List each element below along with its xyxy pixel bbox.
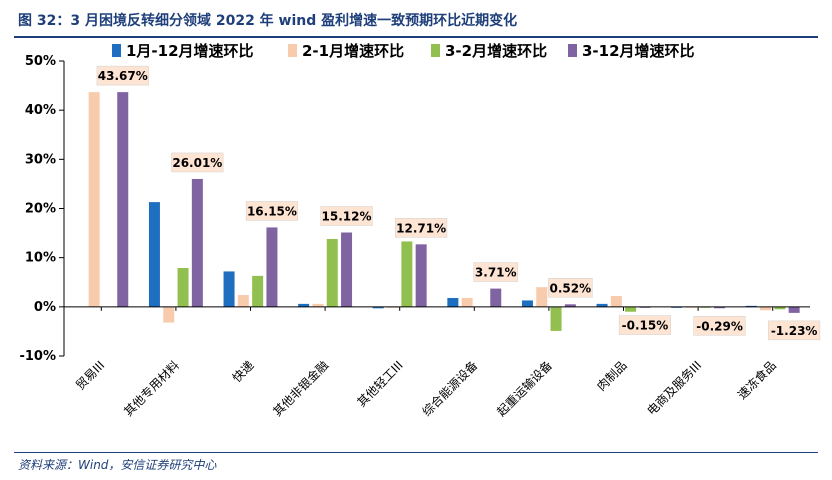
- y-tick-label: 50%: [25, 54, 56, 69]
- data-label-box: [395, 218, 448, 238]
- bar: [223, 271, 235, 307]
- bar: [774, 306, 786, 310]
- data-label: 15.12%: [322, 209, 372, 223]
- legend-label: 3-2月增速环比: [445, 42, 547, 60]
- data-labels: 43.67% 26.01% 16.15% 15.12% 12.71% 3.71% 0.52%…: [96, 65, 821, 341]
- category-label: 快递: [230, 358, 257, 385]
- bar: [326, 238, 338, 307]
- y-tick-label: 10%: [25, 251, 56, 266]
- bar: [564, 304, 576, 307]
- legend-swatch: [288, 44, 297, 57]
- bar: [163, 306, 175, 323]
- bar: [177, 267, 189, 307]
- data-label: -1.23%: [771, 324, 818, 338]
- category-label: 电商及服务III: [644, 358, 705, 419]
- bar: [191, 178, 203, 307]
- bar: [298, 303, 310, 307]
- y-tick-label: 20%: [25, 202, 56, 217]
- bar: [714, 306, 726, 309]
- figure-title: 图 32：3 月困境反转细分领域 2022 年 wind 盈利增速一致预期环比近…: [18, 13, 518, 29]
- category-label: 综合能源设备: [419, 358, 481, 420]
- category-label: 速冻食品: [734, 358, 779, 403]
- bar: [788, 306, 800, 313]
- bar: [521, 300, 533, 307]
- legend-label: 1月-12月增速环比: [126, 42, 254, 60]
- bottom-rule: [14, 452, 818, 453]
- bar: [237, 295, 249, 307]
- bar: [610, 296, 622, 307]
- data-label-box: [473, 262, 518, 282]
- bar: [461, 297, 473, 307]
- y-tick-label: 0%: [34, 300, 56, 315]
- legend-label: 3-12月增速环比: [582, 42, 695, 60]
- bar: [447, 297, 459, 307]
- category-label: 起重运输设备: [493, 358, 555, 420]
- bar: [341, 232, 353, 307]
- bar: [625, 306, 637, 312]
- chart-legend: 1月-12月增速环比 2-1月增速环比 3-2月增速环比 3-12月增速环比: [112, 42, 695, 60]
- data-label-box: [768, 320, 821, 341]
- bar: [312, 303, 324, 307]
- y-tick-label: 30%: [25, 152, 56, 167]
- data-label-box: [171, 152, 224, 173]
- data-label-box: [548, 278, 593, 298]
- bar: [490, 288, 502, 307]
- data-label-box: [96, 65, 149, 86]
- bar: [415, 244, 427, 307]
- category-label: 肉制品: [594, 358, 629, 393]
- y-axis: 50% 40% 30% 20% 10% 0% -10%: [19, 54, 65, 364]
- legend-swatch: [568, 44, 577, 57]
- data-label: -0.15%: [622, 319, 669, 333]
- category-label: 其他轻工III: [354, 358, 405, 409]
- data-label-box: [618, 315, 672, 335]
- bar-chart: 1月-12月增速环比 2-1月增速环比 3-2月增速环比 3-12月增速环比 50% 4…: [19, 42, 821, 420]
- bar: [401, 241, 413, 307]
- title-rule: [14, 36, 818, 38]
- data-label-box: [320, 206, 373, 226]
- data-label-box: [693, 316, 746, 336]
- category-label: 贸易III: [73, 358, 107, 392]
- category-label: 其他非银金融: [270, 358, 332, 420]
- bar: [536, 287, 548, 307]
- data-label: 3.71%: [475, 266, 517, 280]
- y-tick-label: 40%: [25, 103, 56, 118]
- bar: [88, 92, 100, 307]
- legend-label: 2-1月增速环比: [302, 42, 404, 60]
- bar: [252, 275, 264, 307]
- bar: [760, 306, 772, 311]
- bar: [372, 306, 384, 309]
- data-label: 0.52%: [550, 281, 592, 295]
- source-note: 资料来源：Wind，安信证券研究中心: [18, 458, 217, 472]
- category-label: 其他专用材料: [120, 358, 182, 420]
- bar: [550, 306, 562, 331]
- legend-swatch: [431, 44, 440, 57]
- data-label: 43.67%: [98, 69, 148, 83]
- data-label: 26.01%: [172, 156, 222, 170]
- y-tick-label: -10%: [19, 349, 56, 364]
- data-label: -0.29%: [696, 319, 743, 333]
- bar: [117, 92, 129, 307]
- bar: [148, 202, 160, 307]
- data-label-box: [245, 201, 298, 221]
- data-label: 16.15%: [247, 204, 297, 218]
- legend-swatch: [112, 44, 121, 57]
- data-label: 12.71%: [396, 221, 446, 235]
- bar-group: [88, 92, 800, 331]
- bar: [266, 227, 278, 307]
- bar: [596, 303, 608, 307]
